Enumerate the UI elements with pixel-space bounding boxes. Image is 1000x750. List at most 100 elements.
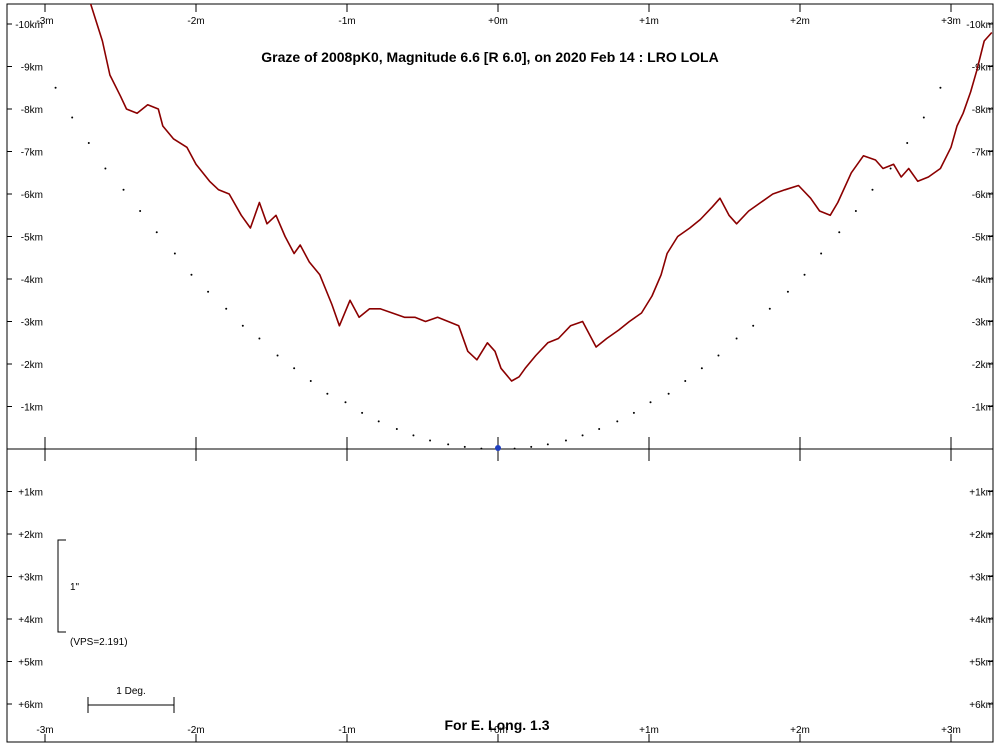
y-tick-label-right: -10km	[966, 20, 994, 31]
x-tick-label-bottom: +0m	[488, 725, 508, 736]
mean-limb-dots	[54, 86, 942, 450]
limb-dot	[939, 86, 942, 89]
x-tick-label-bottom: -2m	[187, 725, 204, 736]
limb-dot	[361, 411, 364, 414]
limb-dot	[173, 252, 176, 255]
limb-dot	[786, 290, 789, 293]
plot-frame	[6, 3, 994, 743]
limb-dot	[241, 324, 244, 327]
limb-dot	[735, 337, 738, 340]
limb-dot	[632, 411, 635, 414]
vps-label: (VPS=2.191)	[70, 637, 128, 648]
limb-dot	[922, 116, 925, 119]
y-tick-label-left: -2km	[21, 360, 43, 371]
x-tick-label-bottom: -1m	[338, 725, 355, 736]
y-tick-label-left: -8km	[21, 105, 43, 116]
limb-dot	[104, 167, 107, 170]
y-tick-label-left: +4km	[18, 615, 43, 626]
x-tick-label-top: +0m	[488, 16, 508, 27]
y-tick-label-right: -4km	[972, 275, 994, 286]
vertical-scale-bar-line	[57, 539, 66, 633]
limb-dot	[717, 354, 720, 357]
y-tick-label-left: -9km	[21, 63, 43, 74]
y-tick-label-right: +4km	[969, 615, 994, 626]
limb-dot	[190, 273, 193, 276]
y-tick-label-right: -3km	[972, 318, 994, 329]
y-tick-label-right: +2km	[969, 530, 994, 541]
limb-dot	[155, 231, 158, 234]
limb-dot	[684, 380, 687, 382]
limb-dot	[581, 434, 584, 437]
y-tick-label-left: +2km	[18, 530, 43, 541]
horizontal-scale-bar: 1 Deg.	[87, 686, 175, 713]
y-tick-label-left: -4km	[21, 275, 43, 286]
limb-dot	[700, 367, 703, 370]
limb-dot	[54, 86, 57, 89]
limb-dot	[344, 401, 347, 404]
limb-dot	[752, 324, 755, 327]
limb-dot	[838, 231, 841, 234]
limb-dot	[225, 307, 228, 310]
limb-dot	[530, 445, 533, 448]
y-tick-label-left: +5km	[18, 658, 43, 669]
limb-dot	[377, 420, 380, 423]
y-tick-label-left: -5km	[21, 233, 43, 244]
limb-dot	[854, 210, 857, 212]
x-tick-label-top: -3m	[36, 16, 53, 27]
y-tick-label-right: +3km	[969, 573, 994, 584]
y-tick-label-right: -2km	[972, 360, 994, 371]
y-tick-label-right: +6km	[969, 700, 994, 711]
y-tick-label-left: -1km	[21, 403, 43, 414]
limb-dot	[258, 337, 261, 340]
y-tick-label-left: -10km	[15, 20, 43, 31]
limb-dot	[513, 447, 516, 450]
limb-dot	[87, 142, 90, 144]
y-tick-label-right: -6km	[972, 190, 994, 201]
limb-dot	[309, 380, 312, 382]
star-marker-layer	[495, 445, 501, 451]
x-tick-label-top: -2m	[187, 16, 204, 27]
horizontal-scale-bar-label: 1 Deg.	[116, 686, 145, 697]
y-tick-label-left: +3km	[18, 573, 43, 584]
star-marker	[495, 445, 501, 451]
x-tick-label-bottom: -3m	[36, 725, 53, 736]
limb-dot	[429, 439, 432, 442]
y-tick-label-left: +6km	[18, 700, 43, 711]
axis-layer: -3m -3m -2m -2m -1m -1m +0m +0m +1m +1m +2m +2m +3m +…	[6, 3, 994, 743]
limb-dot	[293, 367, 296, 370]
limb-dot	[463, 445, 466, 448]
limb-dot	[276, 354, 279, 357]
y-tick-label-right: +1km	[969, 488, 994, 499]
y-tick-label-left: +1km	[18, 488, 43, 499]
horizontal-scale-bar-line	[87, 697, 175, 713]
limb-profile	[89, 4, 993, 382]
x-tick-label-bottom: +3m	[941, 725, 961, 736]
y-tick-label-right: -7km	[972, 148, 994, 159]
x-tick-label-top: +3m	[941, 16, 961, 27]
y-tick-label-right: -1km	[972, 403, 994, 414]
limb-dot	[906, 142, 909, 144]
limb-dot	[326, 392, 329, 395]
vertical-scale-bar: 1" (VPS=2.191)	[57, 539, 128, 648]
limb-dot	[616, 420, 619, 423]
y-tick-label-left: -7km	[21, 148, 43, 159]
footer-longitude-label: For E. Long. 1.3	[444, 717, 549, 733]
limb-dot	[207, 290, 210, 293]
x-tick-label-bottom: +1m	[639, 725, 659, 736]
limb-profile-line	[89, 4, 993, 382]
limb-dot	[768, 307, 771, 310]
y-tick-label-left: -3km	[21, 318, 43, 329]
limb-dot	[122, 188, 125, 191]
limb-dot	[546, 443, 549, 446]
x-tick-label-bottom: +2m	[790, 725, 810, 736]
y-tick-label-right: -8km	[972, 105, 994, 116]
y-tick-label-right: -5km	[972, 233, 994, 244]
limb-dot	[820, 252, 823, 255]
vertical-scale-bar-label: 1"	[70, 582, 80, 593]
limb-dot	[667, 392, 670, 395]
limb-dot	[889, 167, 892, 170]
limb-dot	[412, 434, 415, 437]
limb-dot	[564, 439, 567, 442]
